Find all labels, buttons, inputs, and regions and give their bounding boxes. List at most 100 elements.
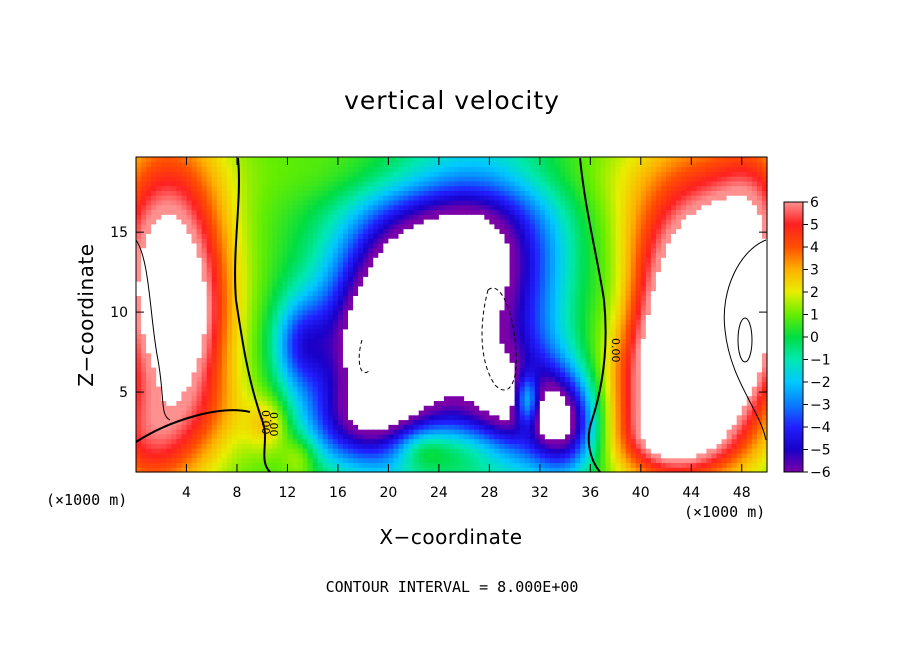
heatmap-cell [226, 271, 233, 277]
heatmap-cell [353, 195, 359, 201]
heatmap-cell [403, 300, 410, 306]
heatmap-cell [378, 367, 384, 373]
heatmap-cell [302, 400, 309, 406]
heatmap-cell [146, 324, 152, 330]
heatmap-cell [398, 157, 405, 163]
heatmap-cell [171, 242, 177, 249]
heatmap-cell [141, 429, 147, 435]
heatmap-cell [514, 448, 521, 454]
heatmap-cell [201, 390, 208, 397]
heatmap-cell [368, 419, 374, 425]
heatmap-cell [277, 367, 283, 373]
heatmap-cell [201, 381, 208, 387]
heatmap-cell [206, 362, 213, 368]
heatmap-cell [141, 271, 147, 277]
heatmap-cell [464, 257, 470, 263]
heatmap-cell [353, 290, 359, 297]
heatmap-cell [363, 343, 369, 349]
heatmap-cell [287, 171, 294, 177]
heatmap-cell [423, 247, 430, 254]
heatmap-cell [398, 443, 405, 449]
heatmap-cell [368, 457, 374, 464]
heatmap-cell [146, 357, 152, 363]
heatmap-cell [252, 176, 258, 182]
heatmap-cell [141, 190, 147, 196]
heatmap-cell [469, 386, 475, 392]
heatmap-cell [262, 228, 268, 234]
heatmap-cell [408, 452, 415, 459]
heatmap-cell [181, 300, 188, 306]
heatmap-cell [322, 400, 329, 406]
heatmap-cell [514, 419, 521, 425]
heatmap-cell [221, 429, 228, 435]
heatmap-cell [464, 352, 470, 359]
heatmap-cell [161, 314, 167, 320]
chart-title: vertical velocity [344, 86, 560, 115]
heatmap-cell [136, 233, 142, 239]
heatmap-cell [403, 352, 410, 359]
heatmap-cell [433, 424, 440, 430]
heatmap-cell [378, 247, 384, 254]
heatmap-cell [141, 247, 147, 254]
heatmap-cell [242, 386, 248, 392]
heatmap-cell [181, 199, 188, 206]
heatmap-cell [403, 381, 410, 387]
heatmap-cell [262, 180, 268, 187]
heatmap-cell [186, 195, 193, 201]
heatmap-cell [423, 242, 430, 249]
heatmap-cell [398, 400, 405, 406]
heatmap-cell [282, 228, 289, 234]
heatmap-cell [257, 257, 263, 263]
heatmap-cell [474, 457, 480, 464]
heatmap-cell [226, 195, 233, 201]
heatmap-cell [216, 157, 223, 163]
heatmap-cell [257, 233, 263, 239]
heatmap-cell [464, 252, 470, 258]
heatmap-cell [464, 424, 470, 430]
heatmap-cell [292, 242, 299, 249]
heatmap-cell [171, 252, 177, 258]
heatmap-cell [297, 281, 304, 287]
heatmap-cell [206, 424, 213, 430]
heatmap-cell [454, 290, 460, 297]
heatmap-cell [236, 314, 243, 320]
heatmap-cell [438, 462, 445, 468]
heatmap-cell [484, 400, 490, 406]
heatmap-cell [181, 414, 188, 421]
heatmap-cell [166, 352, 172, 359]
heatmap-cell [454, 185, 460, 192]
heatmap-cell [186, 371, 193, 378]
heatmap-cell [151, 185, 157, 192]
heatmap-cell [398, 185, 405, 192]
heatmap-cell [494, 257, 501, 263]
heatmap-cell [428, 157, 435, 163]
heatmap-cell [231, 199, 238, 206]
heatmap-cell [146, 257, 152, 263]
heatmap-cell [413, 319, 420, 325]
heatmap-cell [454, 223, 460, 230]
heatmap-cell [484, 386, 490, 392]
heatmap-cell [443, 419, 450, 425]
heatmap-cell [176, 414, 183, 421]
heatmap-cell [196, 252, 203, 258]
heatmap-cell [459, 271, 465, 277]
heatmap-cell [499, 324, 506, 330]
heatmap-cell [393, 209, 400, 215]
heatmap-cell [469, 252, 475, 258]
heatmap-cell [161, 161, 167, 168]
heatmap-cell [272, 395, 278, 402]
heatmap-cell [388, 429, 395, 435]
heatmap-cell [322, 228, 329, 234]
heatmap-cell [423, 171, 430, 177]
heatmap-cell [146, 338, 152, 344]
heatmap-cell [171, 338, 177, 344]
heatmap-cell [454, 433, 460, 440]
heatmap-cell [221, 276, 228, 282]
heatmap-cell [297, 309, 304, 316]
heatmap-cell [337, 352, 344, 359]
heatmap-cell [201, 185, 208, 192]
heatmap-cell [307, 304, 314, 311]
heatmap-cell [459, 257, 465, 263]
heatmap-cell [181, 219, 188, 225]
heatmap-cell [383, 381, 389, 387]
